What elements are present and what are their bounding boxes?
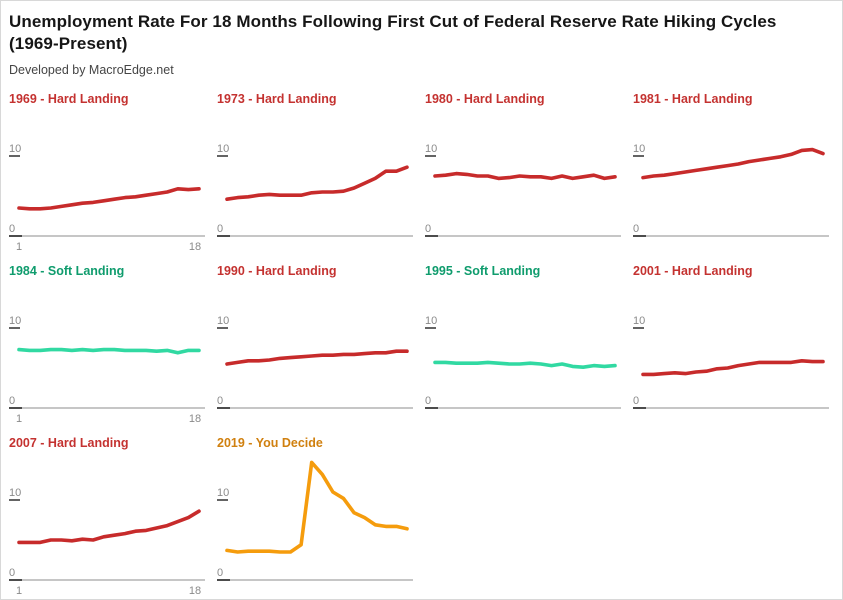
y-axis-label-0: 0 xyxy=(633,395,639,407)
y-axis-label-10: 10 xyxy=(9,315,21,327)
y-axis-label-0: 0 xyxy=(425,395,431,407)
x-axis-label-first: 1 xyxy=(16,585,22,597)
facet-panel: 1969 - Hard Landing 10 0 1 18 xyxy=(9,85,217,257)
facet-chart: 10 01 18 xyxy=(9,143,205,253)
unemployment-line xyxy=(433,171,617,181)
y-axis-label-10: 10 xyxy=(217,143,229,155)
facet-chart: 10 0 xyxy=(217,143,413,238)
chart-title: Unemployment Rate For 18 Months Followin… xyxy=(9,12,777,54)
facet-panel: 1995 - Soft Landing 10 0 xyxy=(425,257,633,429)
facet-chart: 10 0 xyxy=(217,460,413,582)
y-axis-label-10: 10 xyxy=(633,315,645,327)
unemployment-line xyxy=(225,165,409,202)
y-axis-label-10: 10 xyxy=(217,315,229,327)
y-axis-label-10: 10 xyxy=(9,143,21,155)
x-axis-label-first: 1 xyxy=(16,241,22,253)
facet-panel: 2001 - Hard Landing 10 0 xyxy=(633,257,841,429)
facet-chart: 10 0 xyxy=(217,315,413,410)
x-axis-label-last: 18 xyxy=(189,241,201,253)
y-axis-label-0: 0 xyxy=(217,395,223,407)
y-axis-label-0: 0 xyxy=(633,223,639,235)
facet-title: 1980 - Hard Landing xyxy=(425,92,545,107)
facet-title: 2001 - Hard Landing xyxy=(633,264,753,279)
facet-panel: 1973 - Hard Landing 10 0 xyxy=(217,85,425,257)
facet-chart: 10 01 18 xyxy=(9,315,205,425)
y-axis-label-10: 10 xyxy=(217,487,229,499)
facet-panel: 1990 - Hard Landing 10 0 xyxy=(217,257,425,429)
facet-title: 2007 - Hard Landing xyxy=(9,436,129,451)
x-axis-label-first: 1 xyxy=(16,413,22,425)
facet-panel: 2019 - You Decide 10 0 xyxy=(217,429,425,599)
facet-title: 1990 - Hard Landing xyxy=(217,264,337,279)
facet-panel: 1981 - Hard Landing 10 0 xyxy=(633,85,841,257)
y-axis-label-10: 10 xyxy=(425,143,437,155)
chart-subtitle: Developed by MacroEdge.net xyxy=(9,63,174,78)
unemployment-line xyxy=(17,187,201,211)
unemployment-line xyxy=(225,460,409,554)
facet-panel: 1980 - Hard Landing 10 0 xyxy=(425,85,633,257)
y-axis-label-10: 10 xyxy=(633,143,645,155)
y-axis-label-0: 0 xyxy=(9,395,15,407)
facet-title: 1981 - Hard Landing xyxy=(633,92,753,107)
y-axis-label-10: 10 xyxy=(9,487,21,499)
facet-title: 1995 - Soft Landing xyxy=(425,264,541,279)
unemployment-line xyxy=(433,360,617,370)
facet-grid: 1969 - Hard Landing 10 0 1 18 1973 - Hard Lan… xyxy=(9,85,832,599)
unemployment-line xyxy=(641,147,825,180)
unemployment-line xyxy=(641,359,825,377)
facet-title: 1969 - Hard Landing xyxy=(9,92,129,107)
facet-title: 1984 - Soft Landing xyxy=(9,264,125,279)
x-axis-label-last: 18 xyxy=(189,585,201,597)
y-axis-label-0: 0 xyxy=(217,567,223,579)
facet-chart: 10 0 xyxy=(425,143,621,238)
facet-title: 1973 - Hard Landing xyxy=(217,92,337,107)
y-axis-label-0: 0 xyxy=(217,223,223,235)
y-axis-label-0: 0 xyxy=(9,223,15,235)
facet-panel: 1984 - Soft Landing 10 0 1 18 xyxy=(9,257,217,429)
y-axis-label-10: 10 xyxy=(425,315,437,327)
unemployment-line xyxy=(17,347,201,355)
x-axis-label-last: 18 xyxy=(189,413,201,425)
facet-panel: 2007 - Hard Landing 10 0 1 18 xyxy=(9,429,217,599)
unemployment-line xyxy=(17,509,201,545)
facet-title: 2019 - You Decide xyxy=(217,436,323,451)
y-axis-label-0: 0 xyxy=(425,223,431,235)
y-axis-label-0: 0 xyxy=(9,567,15,579)
facet-chart: 10 0 xyxy=(633,143,829,238)
facet-chart: 10 0 xyxy=(425,315,621,410)
facet-chart: 10 01 18 xyxy=(9,487,205,597)
unemployment-line xyxy=(225,349,409,366)
facet-chart: 10 0 xyxy=(633,315,829,410)
